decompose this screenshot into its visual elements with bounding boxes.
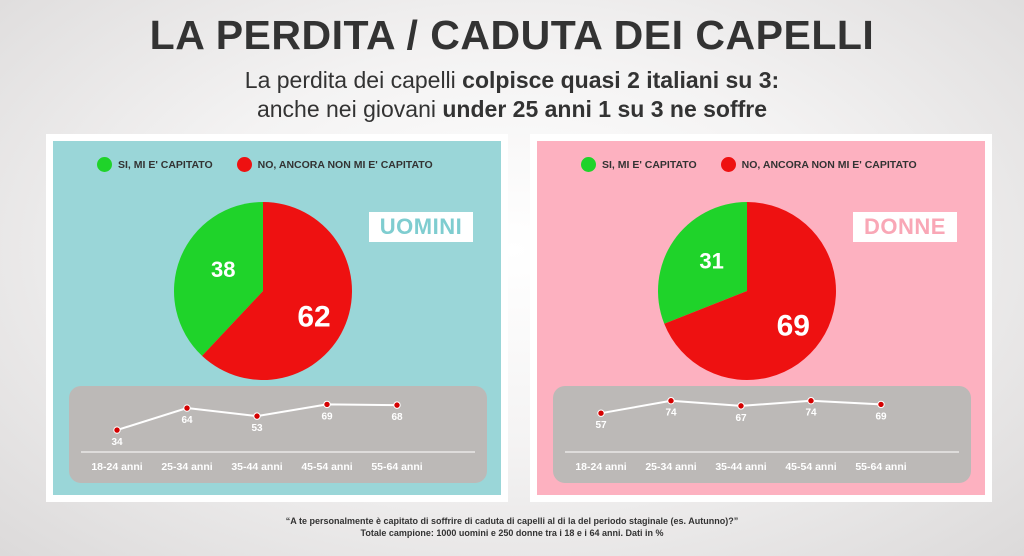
men-panel: SI, MI E' CAPITATO NO, ANCORA NON MI E' … [46,134,508,502]
men-age-trend-chart: 34 64 53 69 68 18-24 anni 25-34 anni 35-44 anni… [81,400,475,473]
women-trend-point [807,397,815,405]
women-trend-value-label: 69 [875,411,887,422]
subtitle-line-1-text: La perdita dei capelli [244,67,463,93]
legend-yes-dot-icon [97,157,112,172]
subtitle-line-2: anche nei giovani under 25 anni 1 su 3 n… [0,95,1024,124]
women-trend-category-label: 35-44 anni [715,461,766,473]
page-title: LA PERDITA / CADUTA DEI CAPELLI [149,12,875,58]
men-panel-content: SI, MI E' CAPITATO NO, ANCORA NON MI E' … [53,141,501,495]
women-trend-point [597,409,605,417]
women-legend: SI, MI E' CAPITATO NO, ANCORA NON MI E' … [581,157,941,172]
men-legend-no-label: NO, ANCORA NON MI E' CAPITATO [257,158,433,171]
men-trend-value-label: 68 [391,412,403,423]
subtitle-line-2-emphasis: under 25 anni 1 su 3 ne soffre [442,96,768,122]
women-trend-category-label: 18-24 anni [575,461,626,473]
women-trend-category-label: 25-34 anni [645,461,696,473]
women-trend-value-label: 74 [805,408,817,419]
men-trend-category-label: 18-24 anni [91,461,142,473]
women-trend-point [877,400,885,409]
men-trend-category-label: 55-64 anni [371,461,422,473]
women-trend-category-label: 55-64 anni [855,461,906,473]
men-pie-chart: 38 62 [174,202,352,380]
men-pie-slice-yes [174,202,263,356]
men-trend-value-label: 53 [251,423,263,434]
footer-note: “A te personalmente è capitato di soffri… [0,515,1024,539]
men-trend-category-label: 25-34 anni [161,461,212,473]
men-legend-yes: SI, MI E' CAPITATO [97,157,213,172]
women-pie-label-no: 69 [777,310,810,343]
men-legend: SI, MI E' CAPITATO NO, ANCORA NON MI E' … [97,157,457,172]
page-subtitle: La perdita dei capelli colpisce quasi 2 … [0,66,1024,124]
men-trend-point [253,412,261,420]
legend-no-dot-icon [720,157,736,172]
men-trend-point [113,426,121,434]
women-pie-slice-no [664,202,836,380]
men-legend-no: NO, ANCORA NON MI E' CAPITATO [236,157,433,172]
women-legend-no-label: NO, ANCORA NON MI E' CAPITATO [741,158,917,171]
women-pie-slice-yes [658,202,747,324]
women-legend-yes: SI, MI E' CAPITATO [581,157,697,172]
women-trend-value-label: 74 [665,408,677,419]
women-panel: SI, MI E' CAPITATO NO, ANCORA NON MI E' … [530,134,992,502]
subtitle-line-2-text: anche nei giovani [256,96,443,122]
men-trend-value-label: 34 [111,437,123,448]
women-legend-yes-label: SI, MI E' CAPITATO [602,158,697,171]
men-legend-yes-label: SI, MI E' CAPITATO [118,158,213,171]
women-panel-content: SI, MI E' CAPITATO NO, ANCORA NON MI E' … [537,141,985,495]
men-pie-slice-no [202,202,352,380]
subtitle-line-1-emphasis: colpisce quasi 2 italiani su 3: [462,67,780,93]
subtitle-line-1: La perdita dei capelli colpisce quasi 2 … [0,66,1024,95]
men-trend-point [183,404,191,412]
legend-yes-dot-icon [581,157,596,172]
women-trend-point [667,397,675,405]
women-trend-value-label: 57 [595,420,607,431]
women-legend-no: NO, ANCORA NON MI E' CAPITATO [720,157,917,172]
men-trend-value-label: 64 [181,415,193,426]
men-gender-badge: UOMINI [369,212,473,242]
women-age-trend-chart: 57 74 67 74 69 18-24 anni 25-34 anni 35-44 anni… [565,397,959,473]
women-age-trend-box: 57 74 67 74 69 18-24 anni 25-34 anni 35-44 anni… [553,386,971,483]
men-trend-point [323,400,331,409]
women-pie-chart: 31 69 [658,202,836,380]
men-pie-label-no: 62 [297,301,330,334]
women-trend-value-label: 67 [735,413,747,424]
women-trend-point [737,402,745,410]
women-gender-badge: DONNE [853,212,957,242]
footer-question: “A te personalmente è capitato di soffri… [285,516,739,526]
men-trend-category-label: 45-54 anni [301,461,352,473]
women-trend-category-label: 45-54 anni [785,461,836,473]
men-age-trend-box: 34 64 53 69 68 18-24 anni 25-34 anni 35-44 anni… [69,386,487,483]
men-trend-category-label: 35-44 anni [231,461,282,473]
women-pie-label-yes: 31 [699,249,723,274]
men-pie-label-yes: 38 [211,257,235,282]
legend-no-dot-icon [236,157,252,172]
men-trend-point [393,401,401,409]
men-trend-value-label: 69 [321,411,333,422]
footer-sample: Totale campione: 1000 uomini e 250 donne… [360,528,664,538]
